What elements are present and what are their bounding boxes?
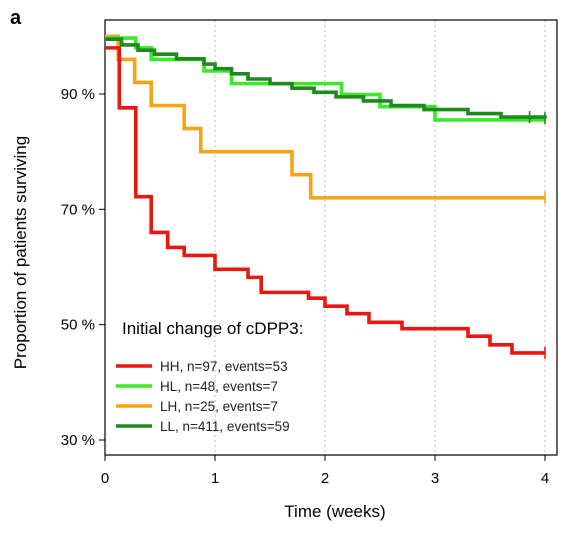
legend-items: HH, n=97, events=53 HL, n=48, events=7 LH,…	[116, 359, 290, 434]
series-line	[105, 34, 545, 200]
x-tick-label: 3	[431, 470, 439, 487]
series-line	[105, 37, 547, 119]
axis-ticks: 0 1 2 3 4 30 % 50 % 70 % 90 %	[61, 86, 549, 487]
series-line	[105, 46, 545, 355]
x-tick-label: 0	[101, 470, 109, 487]
legend-label: HL, n=48, events=7	[160, 379, 278, 394]
x-tick-label: 2	[321, 470, 329, 487]
series-lines	[105, 34, 547, 359]
legend-title: Initial change of cDPP3:	[122, 319, 303, 338]
y-tick-label: 50 %	[61, 317, 95, 334]
panel-label: a	[10, 7, 22, 29]
x-tick-label: 4	[541, 470, 549, 487]
x-axis-title: Time (weeks)	[284, 502, 385, 521]
legend-label: HH, n=97, events=53	[160, 359, 288, 374]
y-tick-label: 90 %	[61, 86, 95, 103]
legend: Initial change of cDPP3: HH, n=97, event…	[116, 319, 303, 434]
y-tick-label: 70 %	[61, 201, 95, 218]
legend-label: LL, n=411, events=59	[160, 419, 290, 434]
y-tick-label: 30 %	[61, 432, 95, 449]
x-tick-label: 1	[211, 470, 219, 487]
legend-label: LH, n=25, events=7	[160, 399, 278, 414]
plot-frame	[104, 19, 558, 456]
y-axis-title: Proportion of patients surviving	[11, 136, 30, 369]
